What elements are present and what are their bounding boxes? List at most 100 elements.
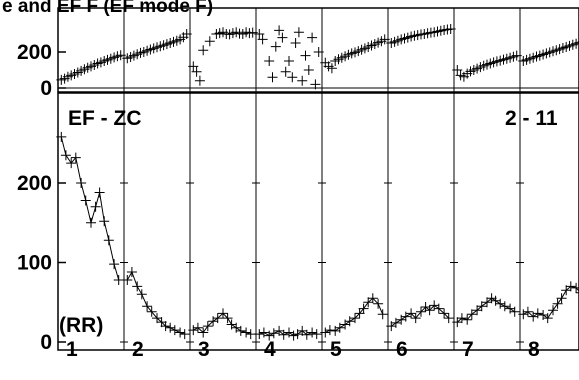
top-data-point	[297, 75, 308, 86]
top-data-point	[181, 29, 192, 39]
bottom-data-point	[377, 309, 388, 320]
panel-label-1: 1	[66, 338, 78, 361]
top-data-point	[300, 50, 311, 61]
bottom-data-point	[264, 330, 275, 341]
bottom-data-point	[86, 217, 96, 228]
bottom-data-point	[373, 298, 384, 309]
bottom-data-point	[274, 325, 285, 336]
bottom-data-point	[542, 313, 553, 324]
bottom-data-point	[561, 285, 572, 296]
bottom-data-point	[518, 309, 529, 320]
bottom-data-point	[410, 313, 421, 324]
bottom-data-point	[476, 301, 487, 312]
bottom-data-point	[278, 329, 289, 340]
top-data-point	[293, 27, 304, 38]
bottom-data-point	[367, 293, 378, 304]
bottom-data-point	[363, 297, 374, 308]
bottom-data-point	[212, 313, 223, 324]
panel-label-5: 5	[330, 338, 342, 361]
top-data-point	[188, 61, 199, 72]
panel-label-2: 2	[132, 338, 144, 361]
bottom-data-point	[443, 313, 454, 324]
bottom-data-point	[416, 306, 426, 317]
bottom-data-point	[307, 327, 318, 338]
bottom-data-point	[142, 301, 153, 312]
bottom-data-point	[288, 330, 299, 341]
bottom-data-point	[522, 306, 533, 317]
bottom-data-point	[406, 308, 417, 319]
bottom-data-point	[218, 308, 228, 319]
bottom-data-point	[575, 292, 579, 294]
bottom-y-tick-label: 100	[17, 252, 52, 275]
panel-labels: 1 2 3 4 5 6 7 8	[66, 338, 540, 361]
bottom-data-point	[532, 308, 543, 319]
top-data-point	[310, 79, 321, 90]
bottom-data-point	[400, 311, 411, 322]
top-data-point	[191, 66, 202, 77]
bottom-data-point	[509, 306, 520, 317]
bottom-data-point	[552, 298, 563, 309]
annotation-panel1-prefix: (RR)	[59, 314, 103, 337]
top-y-tick-label: 200	[17, 41, 52, 64]
bottom-data-point	[334, 322, 345, 333]
bottom-data-point	[165, 322, 176, 333]
top-data-point	[204, 36, 215, 47]
bottom-data-point	[136, 289, 147, 300]
top-data-point	[445, 24, 456, 34]
annotation-top-left: EF - ZC	[68, 107, 142, 130]
bottom-data-point	[254, 329, 265, 340]
top-data-point	[287, 72, 298, 83]
bottom-data-point	[175, 327, 186, 338]
bottom-data-point	[156, 317, 167, 328]
top-y-axis: 0 200	[17, 41, 66, 100]
top-data-point	[198, 45, 209, 56]
bottom-data-point	[486, 293, 497, 304]
bottom-y-tick-label: 0	[40, 331, 52, 354]
annotation-top-right: 2 - 11	[505, 107, 558, 130]
bottom-data-point	[160, 321, 171, 332]
bottom-data-point	[90, 201, 101, 212]
bottom-data-point	[472, 305, 483, 316]
bottom-data-point	[456, 313, 467, 324]
top-data-point	[313, 47, 324, 57]
bottom-plot-frame	[57, 92, 579, 351]
bottom-data-point	[109, 259, 120, 270]
bottom-data-point	[433, 303, 444, 314]
top-data-point	[115, 50, 126, 61]
bottom-data-point	[482, 297, 492, 308]
top-data-point	[379, 34, 390, 45]
bottom-data-point	[565, 281, 576, 292]
bottom-data-point	[241, 327, 252, 338]
bottom-data-point	[424, 305, 435, 316]
bottom-data-point	[179, 329, 190, 340]
bottom-data-point	[344, 316, 355, 327]
top-data-point	[511, 50, 522, 61]
bottom-data-point	[235, 325, 246, 336]
panel-label-6: 6	[396, 338, 408, 361]
bottom-data-point	[350, 313, 360, 324]
bottom-data-point	[192, 322, 203, 333]
top-data-point	[290, 38, 301, 48]
panel-dividers	[120, 8, 524, 350]
bottom-data-point	[268, 328, 279, 339]
top-plot-frame	[57, 7, 579, 93]
bottom-plot-marks	[56, 131, 579, 341]
bottom-data-point	[354, 308, 365, 319]
bottom-data-point	[188, 325, 199, 336]
bottom-data-point	[462, 314, 473, 325]
bottom-data-point	[132, 281, 143, 292]
bottom-data-point	[390, 317, 401, 328]
bottom-series-line-1	[60, 136, 120, 281]
bottom-series-line-2	[126, 270, 185, 335]
top-data-point	[574, 37, 579, 48]
top-data-point	[571, 38, 579, 49]
bottom-data-point	[146, 306, 157, 317]
bottom-data-point	[198, 327, 209, 338]
bottom-data-point	[548, 305, 558, 316]
bottom-data-point	[70, 152, 81, 163]
top-data-point	[257, 34, 268, 45]
bottom-data-point	[324, 325, 335, 336]
bottom-data-point	[66, 158, 77, 169]
bottom-data-point	[80, 195, 91, 206]
top-data-point	[247, 27, 258, 38]
